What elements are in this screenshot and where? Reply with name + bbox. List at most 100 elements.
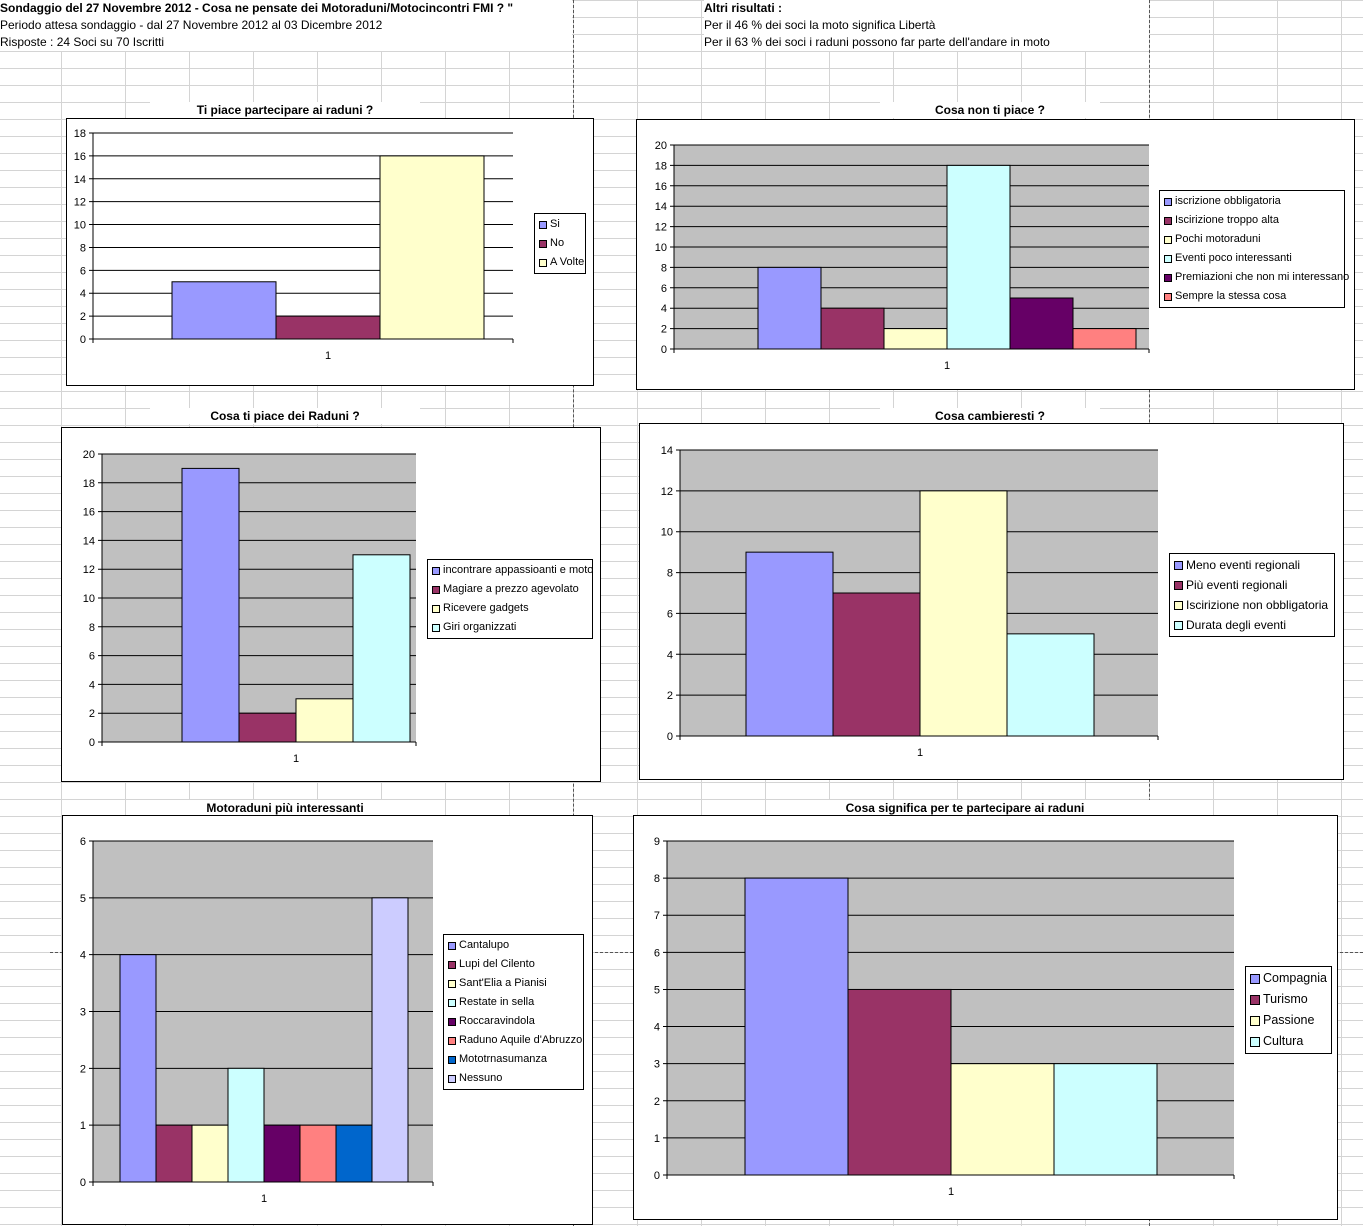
legend-item: Meno eventi regionali bbox=[1174, 555, 1330, 575]
chart-legend: iscrizione obbligatoria Iscirizione tropp… bbox=[1159, 190, 1349, 308]
bar-raduno-aquile-d-abruzzo[interactable] bbox=[299, 1124, 337, 1183]
legend-item: Restate in sella bbox=[448, 993, 579, 1012]
chart-changes[interactable]: 0 2 4 6 8 10 12 14 1 Meno eventi regionali Più ev… bbox=[639, 423, 1344, 780]
legend-label: Lupi del Cilento bbox=[459, 958, 535, 970]
legend-label: Iscirizione non obbligatoria bbox=[1186, 598, 1329, 612]
x-tick-label: 1 bbox=[293, 753, 299, 765]
bar-passione[interactable] bbox=[950, 1063, 1055, 1176]
legend-label: Giri organizzati bbox=[443, 621, 517, 633]
legend-swatch bbox=[1174, 600, 1183, 610]
y-tick-label: 2 bbox=[80, 311, 86, 323]
y-tick-label: 18 bbox=[655, 160, 667, 172]
legend-item: Iscirizione troppo alta bbox=[1164, 211, 1340, 230]
bar-pochi-motoraduni[interactable] bbox=[883, 328, 948, 350]
chart-legend: incontrare appassioanti e moto Magiare a … bbox=[427, 559, 593, 639]
x-tick-label: 1 bbox=[917, 747, 923, 759]
chart-legend: Cantalupo Lupi del Cilento Sant'Elia a Pia… bbox=[443, 934, 584, 1090]
bar-turismo[interactable] bbox=[847, 988, 952, 1176]
legend-item: incontrare appassioanti e moto bbox=[432, 561, 593, 580]
legend-label: Turismo bbox=[1263, 992, 1308, 1006]
bar-premiazioni-che-non-mi-interessano[interactable] bbox=[1009, 297, 1074, 350]
y-tick-label: 10 bbox=[655, 242, 667, 254]
legend-swatch bbox=[448, 960, 456, 969]
bar-restate-in-sella[interactable] bbox=[227, 1067, 265, 1183]
bar-cantalupo[interactable] bbox=[119, 954, 157, 1183]
legend-item: Roccaravindola bbox=[448, 1012, 579, 1031]
y-tick-label: 20 bbox=[655, 140, 667, 152]
chart-interesting-rallies[interactable]: 0 1 2 3 4 5 6 1 Cantalupo Lupi del Cilento Sant'E… bbox=[62, 815, 593, 1225]
y-tick-label: 18 bbox=[83, 478, 95, 490]
bar-ricevere-gadgets[interactable] bbox=[295, 698, 354, 743]
y-tick-label: 14 bbox=[83, 535, 95, 547]
survey-period: Periodo attesa sondaggio - dal 27 Novemb… bbox=[0, 18, 383, 32]
legend-item: Turismo bbox=[1250, 989, 1327, 1010]
y-tick-label: 1 bbox=[80, 1120, 86, 1132]
y-tick-label: 6 bbox=[661, 283, 667, 295]
bar-iscrizione-obbligatoria[interactable] bbox=[757, 266, 822, 350]
legend-swatch bbox=[432, 623, 440, 632]
chart-title: Cosa non ti piace ? bbox=[880, 102, 1100, 118]
legend-item: iscrizione obbligatoria bbox=[1164, 192, 1340, 211]
legend-label: Sempre la stessa cosa bbox=[1175, 290, 1287, 302]
bar-giri-organizzati[interactable] bbox=[352, 554, 411, 743]
y-tick-label: 3 bbox=[654, 1059, 660, 1071]
y-tick-label: 2 bbox=[654, 1096, 660, 1108]
bar-lupi-del-cilento[interactable] bbox=[155, 1124, 193, 1183]
chart-legend: Meno eventi regionali Più eventi regional… bbox=[1169, 553, 1335, 637]
y-tick-label: 5 bbox=[80, 893, 86, 905]
other-results-line-2: Per il 63 % dei soci i raduni possono fa… bbox=[704, 35, 1050, 49]
legend-label: Cultura bbox=[1263, 1034, 1304, 1048]
bar-sempre-la-stessa-cosa[interactable] bbox=[1072, 328, 1137, 350]
legend-item: A Volte bbox=[539, 253, 584, 272]
legend-swatch bbox=[448, 1036, 456, 1045]
chart-likes[interactable]: 0 2 4 6 8 10 12 14 16 18 20 1 incontrare appassioan… bbox=[61, 427, 601, 782]
legend-swatch bbox=[1164, 273, 1172, 282]
y-tick-label: 4 bbox=[80, 950, 86, 962]
legend-label: Si bbox=[550, 218, 560, 230]
bar-cultura[interactable] bbox=[1053, 1063, 1158, 1176]
y-tick-label: 6 bbox=[654, 947, 660, 959]
y-tick-label: 18 bbox=[74, 128, 86, 140]
legend-label: Raduno Aquile d'Abruzzo bbox=[459, 1034, 583, 1046]
bar-iscirizione-non-obbligatoria[interactable] bbox=[919, 490, 1008, 737]
chart-participation[interactable]: 0 2 4 6 8 10 12 14 16 18 1 Si No A Volte bbox=[66, 118, 594, 386]
bar-meno-eventi-regionali[interactable] bbox=[745, 551, 834, 737]
legend-item: Premiazioni che non mi interessano bbox=[1164, 268, 1349, 287]
y-tick-label: 4 bbox=[80, 288, 86, 300]
legend-item: Cultura bbox=[1250, 1031, 1327, 1052]
legend-swatch bbox=[1250, 1015, 1260, 1026]
legend-label: Magiare a prezzo agevolato bbox=[443, 583, 579, 595]
bar-eventi-poco-interessanti[interactable] bbox=[946, 164, 1011, 350]
bar-si[interactable] bbox=[171, 281, 277, 340]
chart-dislikes[interactable]: 0 2 4 6 8 10 12 14 16 18 20 1 iscrizione obbligator… bbox=[636, 119, 1355, 390]
y-tick-label: 6 bbox=[89, 651, 95, 663]
y-tick-label: 0 bbox=[667, 731, 673, 743]
bar-no[interactable] bbox=[275, 315, 381, 340]
bar-roccaravindola[interactable] bbox=[263, 1124, 301, 1183]
other-results: Altri risultati : Per il 46 % dei soci l… bbox=[704, 0, 1149, 51]
legend-label: Cantalupo bbox=[459, 939, 510, 951]
legend-swatch bbox=[1164, 216, 1172, 225]
legend-swatch bbox=[448, 941, 456, 950]
bar-nessuno[interactable] bbox=[371, 897, 409, 1183]
bar-mototrnasumanza[interactable] bbox=[335, 1124, 373, 1183]
y-tick-label: 2 bbox=[661, 324, 667, 336]
y-tick-label: 16 bbox=[655, 181, 667, 193]
bar-iscirizione-troppo-alta[interactable] bbox=[820, 307, 885, 350]
bar-pi-eventi-regionali[interactable] bbox=[832, 592, 921, 737]
bar-durata-degli-eventi[interactable] bbox=[1006, 633, 1095, 737]
bar-a-volte[interactable] bbox=[379, 155, 485, 340]
chart-meaning[interactable]: 0 1 2 3 4 5 6 7 8 9 1 Compagnia Turismo Passione Cult… bbox=[633, 815, 1338, 1220]
y-tick-label: 4 bbox=[661, 303, 667, 315]
legend-swatch bbox=[448, 1017, 456, 1026]
chart-title: Cosa cambieresti ? bbox=[880, 408, 1100, 424]
legend-item: Pochi motoraduni bbox=[1164, 230, 1340, 249]
legend-item: Sant'Elia a Pianisi bbox=[448, 974, 579, 993]
bar-magiare-a-prezzo-agevolato[interactable] bbox=[238, 712, 297, 743]
bar-compagnia[interactable] bbox=[744, 877, 849, 1176]
y-tick-label: 8 bbox=[661, 262, 667, 274]
bar-incontrare-appassioanti-e-moto[interactable] bbox=[181, 467, 240, 743]
bar-sant-elia-a-pianisi[interactable] bbox=[191, 1124, 229, 1183]
x-tick-label: 1 bbox=[948, 1186, 954, 1198]
legend-label: Nessuno bbox=[459, 1072, 503, 1084]
